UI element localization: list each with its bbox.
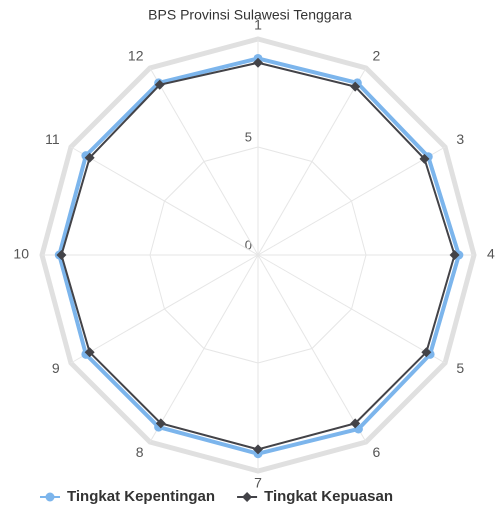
marker (253, 444, 263, 455)
marker (449, 250, 460, 260)
marker (56, 250, 67, 260)
marker (154, 79, 165, 90)
spoke (257, 254, 367, 443)
category-label: 7 (254, 475, 262, 491)
spoke (70, 146, 259, 256)
spoke (257, 67, 367, 256)
category-label: 9 (52, 360, 60, 376)
marker (155, 418, 166, 429)
marker (84, 347, 95, 358)
category-label: 11 (45, 131, 60, 147)
marker (84, 152, 95, 163)
marker (253, 57, 263, 68)
legend: Tingkat Kepentingan Tingkat Kepuasan (40, 488, 393, 505)
category-label: 6 (373, 444, 381, 460)
spoke (70, 254, 259, 364)
y-tick-label: 5 (245, 129, 252, 144)
category-label: 5 (456, 360, 464, 376)
category-label: 10 (13, 246, 29, 262)
marker (419, 153, 430, 164)
category-label: 3 (456, 131, 464, 147)
marker (350, 81, 361, 92)
category-label: 12 (128, 47, 144, 63)
legend-marker (45, 492, 55, 502)
legend-label: Tingkat Kepuasan (264, 488, 393, 505)
spoke (257, 254, 446, 364)
category-label: 4 (487, 246, 495, 262)
spoke (149, 67, 259, 256)
category-label: 2 (373, 47, 381, 63)
spoke (149, 254, 259, 443)
legend-marker (242, 492, 253, 502)
category-label: 8 (136, 444, 144, 460)
marker (350, 418, 361, 429)
legend-label: Tingkat Kepentingan (67, 488, 215, 505)
y-tick-label: 0 (245, 237, 252, 252)
chart-title: BPS Provinsi Sulawesi Tenggara (148, 7, 352, 23)
category-label: 1 (254, 17, 262, 33)
marker (421, 347, 432, 358)
spoke (257, 146, 446, 256)
